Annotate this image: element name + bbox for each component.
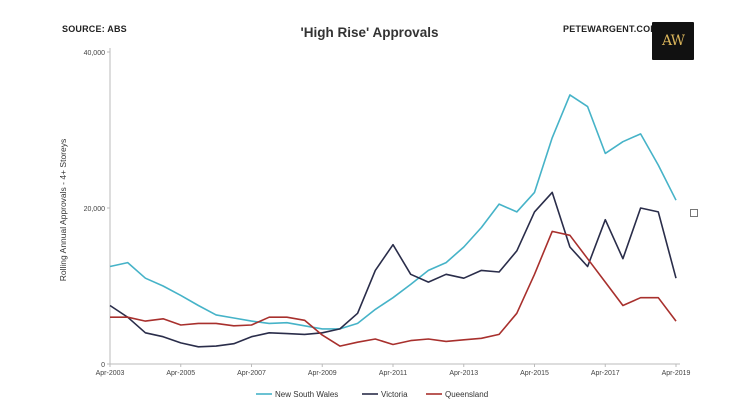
x-tick-label: Apr-2019 [662,370,691,377]
site-label: PETEWARGENT.COM [563,24,659,34]
y-tick-label: 0 [101,362,105,369]
x-tick-label: Apr-2017 [591,370,620,377]
y-tick-label: 40,000 [84,50,106,57]
legend-item-qld: Queensland [426,390,488,399]
x-tick-label: Apr-2003 [96,370,125,377]
y-tick-label: 20,000 [84,206,106,213]
x-tick-label: Apr-2011 [379,370,407,377]
nsw-series-line [109,94,677,330]
square-outline-icon [690,209,698,217]
legend-item-nsw: New South Wales [256,390,338,399]
chart-title: 'High Rise' Approvals [300,25,439,40]
legend-label: Victoria [381,390,408,399]
qld-series-line [110,230,677,347]
source-label: SOURCE: ABS [62,24,127,34]
x-tick-label: Apr-2007 [237,370,266,377]
x-tick-label: Apr-2015 [520,370,549,377]
x-tick-label: Apr-2009 [308,370,337,377]
y-axis-title: Rolling Annual Approvals - 4+ Storeys [58,139,68,281]
x-tick-label: Apr-2005 [166,370,195,377]
legend-item-vic: Victoria [362,390,408,399]
legend-label: New South Wales [275,390,338,399]
vic-series-line [109,191,677,348]
aw-logo: AW [652,22,694,60]
legend-label: Queensland [445,390,488,399]
x-tick-label: Apr-2013 [449,370,478,377]
logo-text: AW [662,33,685,49]
